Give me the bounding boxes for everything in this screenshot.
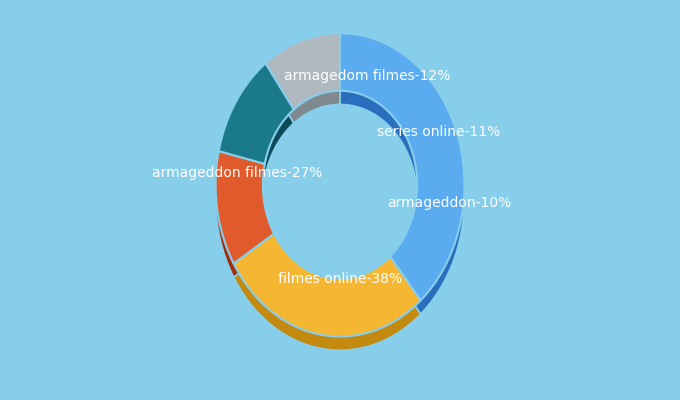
Text: armagedom filmes-12%: armagedom filmes-12% [284, 68, 450, 82]
Polygon shape [340, 47, 464, 314]
Text: filmes online-38%: filmes online-38% [278, 272, 402, 286]
Polygon shape [266, 33, 340, 110]
Polygon shape [219, 77, 294, 178]
Polygon shape [340, 33, 464, 300]
Polygon shape [234, 247, 421, 350]
Text: armageddon-10%: armageddon-10% [387, 196, 511, 210]
Polygon shape [216, 151, 274, 264]
Polygon shape [216, 165, 274, 277]
Text: series online-11%: series online-11% [377, 125, 500, 139]
Text: armageddon filmes-27%: armageddon filmes-27% [152, 166, 322, 180]
Polygon shape [266, 47, 340, 123]
Polygon shape [219, 63, 294, 164]
Polygon shape [234, 234, 421, 336]
